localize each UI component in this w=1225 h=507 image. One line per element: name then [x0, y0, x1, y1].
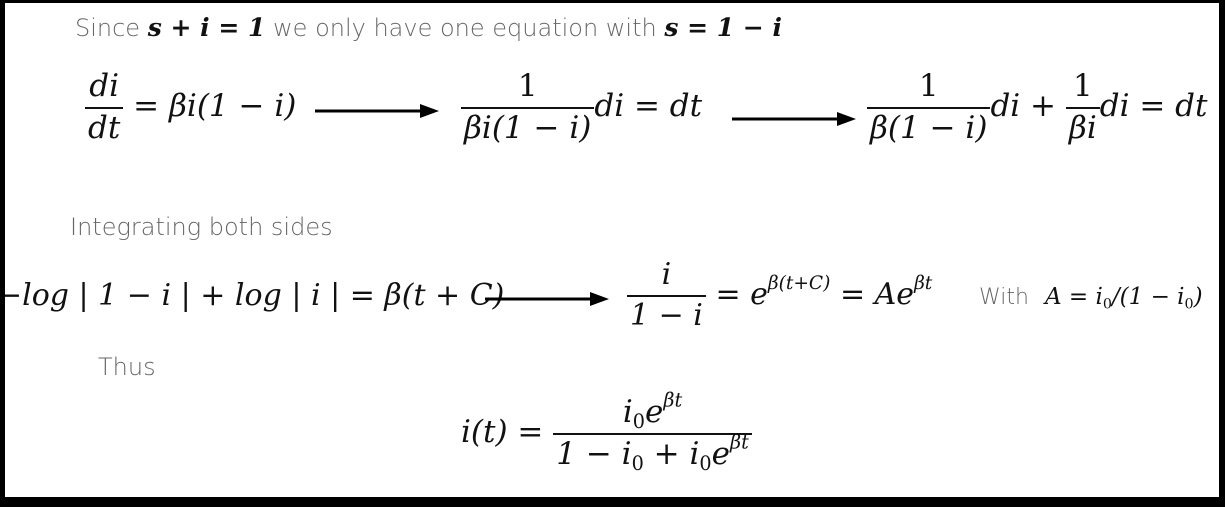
a-def-end: ) [1193, 284, 1203, 310]
ode-rhs: = βi(1 − i) [133, 88, 297, 125]
num-sub: 0 [632, 409, 645, 433]
partial-fraction-b: 1 βi [1065, 68, 1100, 146]
partial-rhs: di = dt [1099, 88, 1208, 125]
solution-denominator: 1 − i0 + i0eβt [553, 432, 752, 475]
den-e: e [711, 435, 730, 472]
partial-mid: di + [990, 88, 1057, 125]
solution-lhs: i(t) = [461, 414, 544, 451]
exp-a: = Ae [839, 276, 915, 312]
den-sub-2: 0 [699, 451, 712, 475]
solution-fraction: i0eβt 1 − i0 + i0eβt [553, 391, 752, 475]
separated-equation: 1 βi(1 − i) di = dt [461, 68, 703, 146]
intro-equation-b: s = 1 − i [664, 13, 783, 42]
separated-numerator: 1 [461, 68, 595, 109]
separated-fraction: 1 βi(1 − i) [461, 68, 595, 146]
ratio-fraction: i 1 − i [627, 257, 706, 333]
exp-base: = e [715, 276, 768, 312]
ratio-denominator: 1 − i [630, 297, 703, 333]
den-exp: βt [729, 430, 749, 454]
with-text: With [979, 285, 1029, 310]
a-def-start: A = i [1045, 284, 1103, 310]
ode-numerator: di [85, 68, 124, 109]
exp-term: = eβ(t+C) = Aeβt [715, 274, 932, 312]
a-def-mid: /(1 − i [1111, 284, 1185, 310]
integrated-equation: −log | 1 − i | + log | i | = β(t + C) [5, 278, 505, 313]
thus-text: Thus [98, 353, 156, 381]
num-i: i [622, 394, 633, 430]
partial-b-numerator: 1 [1065, 68, 1100, 109]
den-b: + i [643, 435, 700, 472]
num-exp: βt [663, 388, 683, 412]
exp-exponent-2: βt [914, 272, 933, 294]
ratio-numerator: i [627, 257, 706, 297]
partial-a-denominator: β(1 − i) [870, 109, 988, 146]
partial-fraction-equation: 1 β(1 − i) di + 1 βi di = dt [867, 68, 1208, 146]
separated-denominator: βi(1 − i) [464, 109, 592, 146]
partial-fraction-a: 1 β(1 − i) [867, 68, 991, 146]
arrow-right-icon [485, 292, 609, 306]
den-a: 1 − i [556, 435, 632, 472]
separated-rhs: di = dt [594, 88, 703, 125]
ode-denominator: dt [88, 109, 121, 146]
intro-line: Since s + i = 1 we only have one equatio… [75, 13, 782, 42]
partial-a-numerator: 1 [867, 68, 991, 109]
num-e: e [645, 394, 664, 430]
partial-b-denominator: βi [1068, 109, 1097, 146]
solution-equation: i(t) = i0eβt 1 − i0 + i0eβt [461, 391, 752, 475]
exponential-equation: i 1 − i = eβ(t+C) = Aeβt [627, 257, 932, 333]
arrow-right-icon [732, 112, 856, 126]
intro-equation-a: s + i = 1 [147, 13, 266, 42]
intro-text-b: we only have one equation with [273, 14, 657, 42]
intro-text-a: Since [75, 14, 141, 42]
a-def-sub-2: 0 [1184, 296, 1194, 313]
slide: Since s + i = 1 we only have one equatio… [5, 3, 1219, 497]
arrow-right-icon [315, 104, 439, 118]
exp-exponent-1: β(t+C) [767, 272, 831, 294]
solution-numerator: i0eβt [553, 391, 752, 435]
integrating-text: Integrating both sides [70, 213, 333, 241]
den-sub-1: 0 [631, 451, 644, 475]
ode-fraction: di dt [85, 68, 124, 146]
ode-equation: di dt = βi(1 − i) [85, 68, 297, 146]
a-definition: A = i0/(1 − i0) [1045, 284, 1203, 313]
a-def-sub-1: 0 [1102, 296, 1112, 313]
